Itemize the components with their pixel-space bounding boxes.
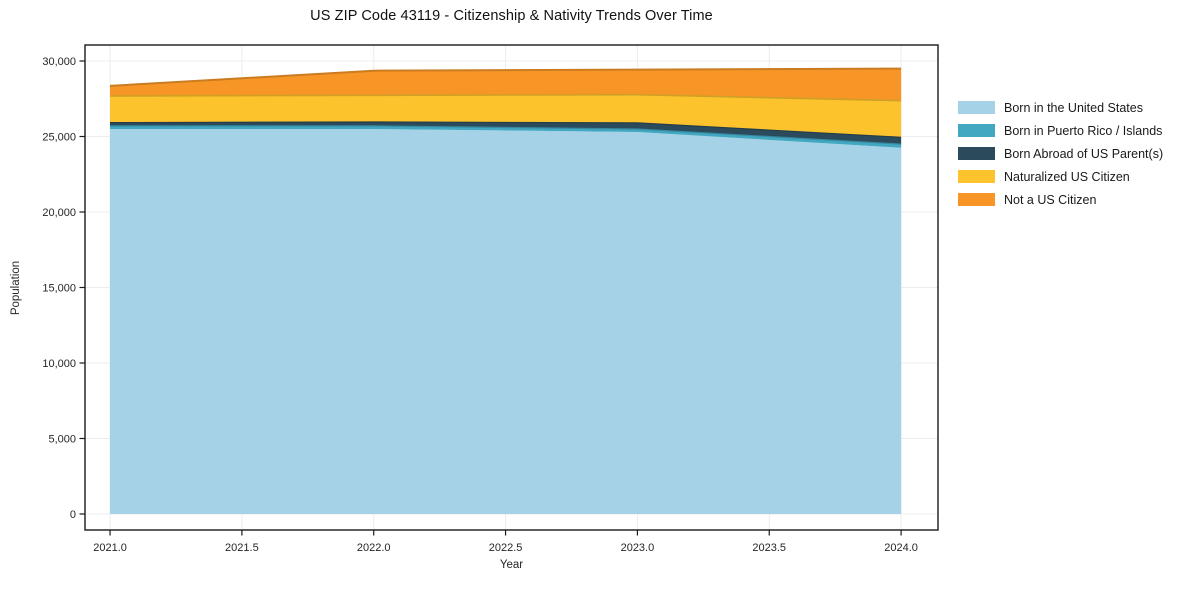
area-series-2	[110, 125, 902, 148]
area-edge-3	[109, 121, 902, 138]
area-edge-5	[109, 67, 902, 87]
legend-item: Born in the United States	[958, 100, 1163, 115]
area-edge-4	[109, 93, 902, 102]
x-tick-label: 2024.0	[884, 542, 918, 554]
x-tick-label: 2021.0	[93, 542, 127, 554]
legend-item: Born Abroad of US Parent(s)	[958, 146, 1164, 161]
legend-item: Not a US Citizen	[958, 192, 1163, 207]
legend-label: Naturalized US Citizen	[1004, 169, 1130, 184]
legend-swatch	[958, 124, 995, 137]
legend-item: Born in Puerto Rico / Islands	[958, 123, 1163, 138]
y-tick-label: 15,000	[42, 282, 76, 294]
y-axis-label: Population	[10, 260, 22, 316]
area-edge-2	[110, 125, 902, 145]
area-series-5	[110, 68, 902, 101]
legend-swatch	[958, 193, 995, 206]
y-tick-label: 10,000	[42, 358, 76, 370]
y-tick-label: 20,000	[42, 207, 76, 219]
chart-legend: Born in the United States Born in Puerto …	[958, 101, 1163, 216]
area-series-3	[110, 122, 902, 145]
area-series-1	[110, 129, 902, 514]
x-tick-label: 2022.0	[357, 542, 391, 554]
legend-label: Not a US Citizen	[1004, 192, 1097, 207]
legend-label: Born in Puerto Rico / Islands	[1004, 123, 1163, 138]
chart-title: US ZIP Code 43119 - Citizenship & Nativi…	[310, 8, 713, 24]
y-tick-label: 0	[70, 509, 76, 521]
area-series-4	[110, 94, 902, 138]
legend-item: Naturalized US Citizen	[958, 169, 1163, 184]
legend-swatch	[958, 170, 995, 183]
x-tick-label: 2023.0	[621, 542, 655, 554]
y-tick-label: 30,000	[42, 56, 76, 68]
x-tick-label: 2021.5	[225, 542, 259, 554]
legend-swatch	[958, 101, 995, 114]
legend-label: Born Abroad of US Parent(s)	[1004, 146, 1164, 161]
x-tick-label: 2022.5	[489, 542, 523, 554]
x-axis-label: Year	[499, 559, 524, 571]
x-tick-label: 2023.5	[752, 542, 786, 554]
y-tick-label: 25,000	[42, 131, 76, 143]
y-tick-label: 5,000	[48, 433, 76, 445]
legend-swatch	[958, 147, 995, 160]
legend-label: Born in the United States	[1004, 100, 1143, 115]
